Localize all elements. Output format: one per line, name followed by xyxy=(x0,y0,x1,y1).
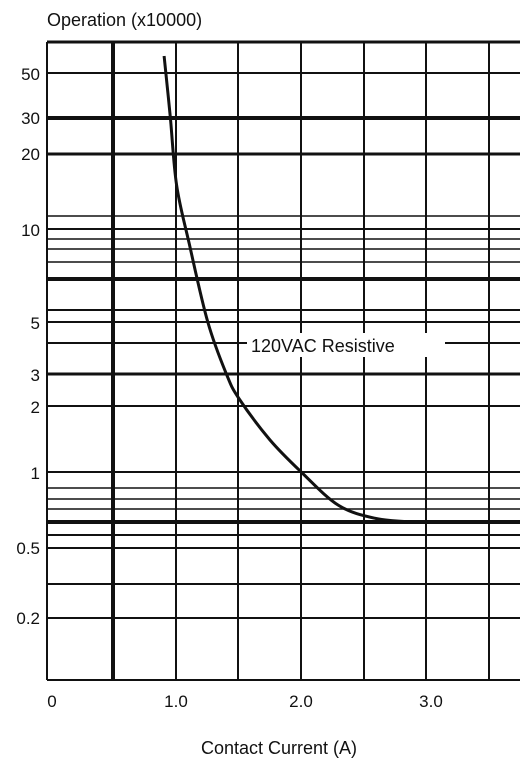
y-tick-label: 5 xyxy=(31,314,40,333)
y-tick-label: 1 xyxy=(31,464,40,483)
x-tick-label: 0 xyxy=(47,692,56,711)
y-tick-label: 10 xyxy=(21,221,40,240)
x-tick-label: 3.0 xyxy=(419,692,443,711)
series-layer xyxy=(162,55,414,524)
y-tick-label: 30 xyxy=(21,109,40,128)
grid xyxy=(46,40,520,681)
y-tick-label: 0.5 xyxy=(16,539,40,558)
y-tick-label: 20 xyxy=(21,145,40,164)
y-tick-label: 0.2 xyxy=(16,609,40,628)
y-tick-label: 3 xyxy=(31,366,40,385)
series-line xyxy=(162,55,414,524)
y-axis-title: Operation (x10000) xyxy=(47,10,202,30)
x-axis-title: Contact Current (A) xyxy=(201,738,357,758)
x-tick-label: 1.0 xyxy=(164,692,188,711)
annotation-background xyxy=(247,333,445,357)
x-tick-label: 2.0 xyxy=(289,692,313,711)
y-tick-label: 50 xyxy=(21,65,40,84)
y-tick-label: 2 xyxy=(31,398,40,417)
curve-annotation: 120VAC Resistive xyxy=(251,336,395,356)
